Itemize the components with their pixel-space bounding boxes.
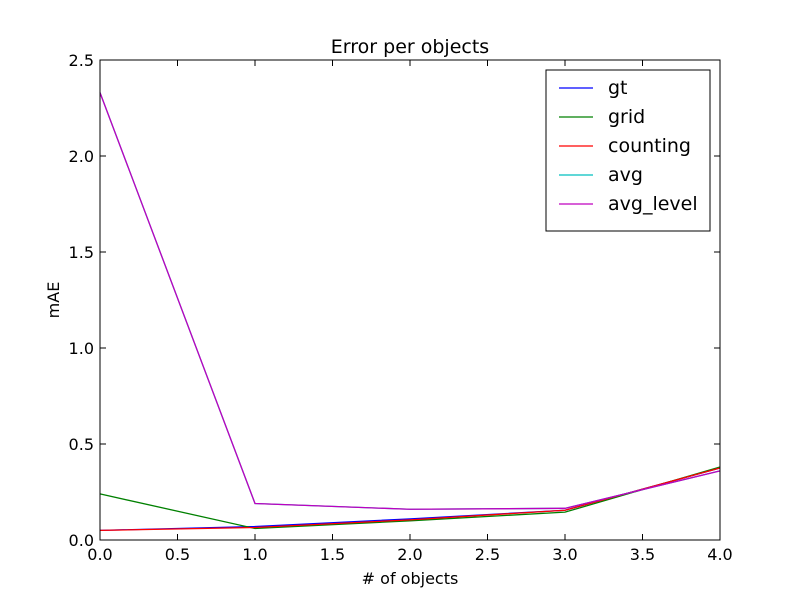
- x-tick-label: 1.0: [242, 545, 267, 564]
- y-tick-label: 1.0: [69, 339, 94, 358]
- x-tick-label: 4.0: [707, 545, 732, 564]
- x-tick-label: 2.5: [475, 545, 500, 564]
- series-line-grid: [99, 466, 721, 530]
- x-axis-label: # of objects: [362, 569, 459, 588]
- y-tick-label: 0.5: [69, 435, 94, 454]
- series-layer: [99, 92, 721, 532]
- y-tick-label: 2.0: [69, 147, 94, 166]
- legend-label-gt: gt: [608, 77, 628, 99]
- y-tick-label: 0.0: [69, 531, 94, 550]
- series-line-avg-level: [99, 92, 721, 510]
- legend-label-avg: avg: [608, 164, 643, 186]
- y-axis-label: mAE: [44, 282, 63, 319]
- legend-label-grid: grid: [608, 106, 645, 128]
- x-tick-label: 2.0: [397, 545, 422, 564]
- x-tick-label: 0.5: [165, 545, 190, 564]
- x-tick-label: 3.0: [552, 545, 577, 564]
- x-tick-label: 3.5: [630, 545, 655, 564]
- ticks-layer: 0.0 0.5 1.0 1.5 2.0 2.5 3.0 3.5 4.0 0.0 0.5 1.0 1.5 2…: [69, 51, 733, 564]
- legend-label-counting: counting: [608, 135, 691, 157]
- chart-title: Error per objects: [331, 36, 489, 58]
- legend: gt grid counting avg avg_level: [545, 69, 711, 232]
- legend-label-avg-level: avg_level: [608, 193, 698, 215]
- y-tick-label: 2.5: [69, 51, 94, 70]
- x-tick-label: 0.0: [87, 545, 112, 564]
- y-tick-label: 1.5: [69, 243, 94, 262]
- x-tick-label: 1.5: [320, 545, 345, 564]
